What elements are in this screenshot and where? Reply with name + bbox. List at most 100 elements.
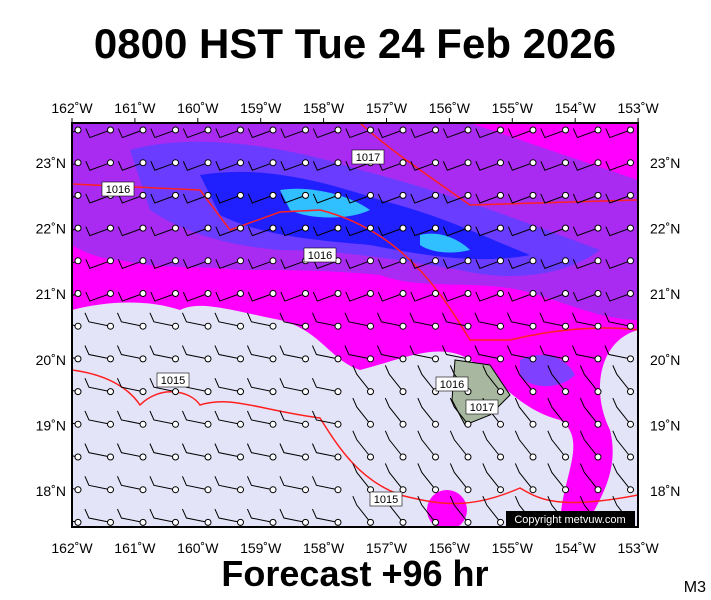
station [334, 224, 342, 232]
station [302, 224, 309, 232]
station [627, 257, 634, 265]
barb [442, 291, 469, 302]
lat-label: 19˚N [36, 417, 66, 433]
barb [507, 259, 534, 269]
station [529, 126, 537, 134]
barb [572, 193, 599, 204]
station [237, 224, 244, 232]
lon-label: 155˚W [492, 540, 534, 556]
barb [84, 378, 111, 393]
station [139, 518, 147, 526]
barb [215, 291, 241, 302]
barb [441, 312, 469, 327]
station [107, 322, 114, 330]
station [529, 420, 537, 428]
station [399, 126, 407, 134]
barb [149, 476, 176, 491]
barb [214, 378, 241, 393]
station [237, 257, 244, 265]
isobar-label: 1016 [308, 250, 332, 262]
station [464, 159, 472, 167]
station [399, 159, 407, 167]
barb [181, 443, 209, 458]
barb [547, 430, 566, 458]
barb [571, 345, 599, 360]
barb [474, 345, 501, 360]
station [302, 420, 309, 428]
station [172, 159, 179, 167]
isobar-label-box [351, 149, 385, 165]
barb [579, 397, 599, 425]
lat-label: 20˚N [650, 352, 680, 368]
barb [279, 476, 306, 491]
station [562, 453, 569, 461]
barb [246, 345, 274, 360]
barb [409, 345, 436, 360]
station [74, 224, 82, 232]
lon-label: 158˚W [303, 100, 345, 116]
station [172, 486, 179, 494]
barb [150, 259, 176, 269]
barb [345, 161, 371, 171]
isobar-label: 1017 [470, 402, 494, 414]
barb [572, 291, 599, 302]
barb [215, 193, 241, 204]
barb [449, 430, 469, 458]
station [627, 322, 634, 330]
station [399, 224, 407, 232]
barb [279, 443, 306, 458]
station [497, 322, 504, 330]
barb [344, 345, 371, 360]
barb [345, 259, 371, 269]
station [627, 420, 634, 428]
lat-label: 18˚N [650, 483, 680, 499]
lon-label: 154˚W [555, 100, 597, 116]
station [172, 257, 179, 265]
station [269, 518, 277, 526]
barb [377, 291, 404, 302]
station [74, 420, 82, 428]
station [204, 453, 212, 461]
barb [215, 161, 241, 171]
barb [182, 161, 209, 171]
station [464, 191, 472, 199]
station [172, 224, 179, 232]
station [497, 388, 504, 396]
barb [149, 312, 176, 327]
station [562, 322, 569, 330]
station [334, 453, 342, 461]
barb [116, 410, 144, 425]
barb [604, 345, 631, 360]
barb [410, 226, 436, 237]
station [74, 257, 82, 265]
barb [280, 226, 306, 237]
station [432, 322, 439, 330]
barb [85, 259, 111, 269]
station [464, 257, 472, 265]
barb [311, 410, 339, 425]
map-code: M3 [684, 579, 706, 596]
barb [312, 161, 339, 171]
barb [345, 128, 371, 139]
barb [246, 378, 274, 393]
isobar-label-box [369, 491, 403, 507]
barb [507, 128, 534, 139]
barb [449, 495, 469, 523]
station [302, 453, 309, 461]
station [107, 126, 114, 134]
barb [442, 259, 469, 269]
station [367, 518, 374, 526]
barb [116, 378, 144, 393]
isobar-label: 1016 [440, 379, 464, 391]
station [204, 191, 212, 199]
station [269, 159, 277, 167]
barb [475, 193, 501, 204]
station [562, 355, 569, 363]
station [464, 420, 472, 428]
station [172, 453, 179, 461]
station [464, 486, 472, 494]
copyright-box [506, 511, 635, 526]
station [529, 388, 537, 396]
barb [84, 443, 111, 458]
